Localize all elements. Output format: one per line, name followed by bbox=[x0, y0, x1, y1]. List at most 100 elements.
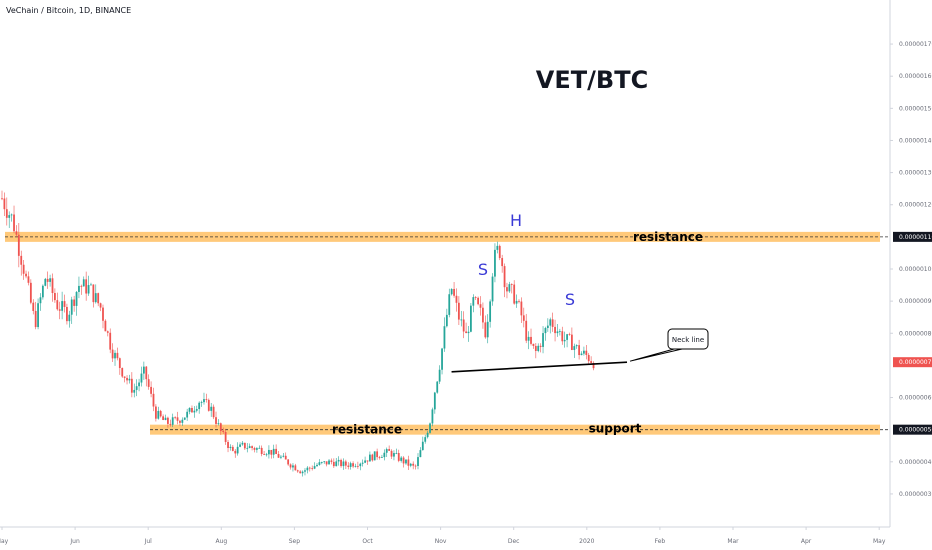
candle-down bbox=[294, 465, 297, 471]
candle-up bbox=[90, 284, 92, 286]
candle-down bbox=[85, 279, 88, 294]
time-tick-label: Apr bbox=[801, 538, 812, 545]
candle-down bbox=[299, 471, 302, 474]
time-tick-label: Feb bbox=[655, 538, 666, 545]
candle-up bbox=[393, 453, 395, 457]
candle-down bbox=[352, 463, 354, 467]
candle-down bbox=[568, 334, 571, 335]
candle-up bbox=[580, 353, 583, 356]
candle-down bbox=[159, 410, 162, 417]
candle-down bbox=[412, 463, 415, 466]
candle-up bbox=[575, 345, 578, 347]
candle-down bbox=[308, 467, 311, 469]
time-axis: May Jun Jul Aug Sep Oct Nov Dec 2020 Feb Mar Apr May bbox=[0, 526, 890, 545]
candle-down bbox=[32, 302, 35, 311]
candle-down bbox=[147, 379, 150, 387]
candle-up bbox=[460, 319, 463, 321]
candle-up bbox=[320, 462, 323, 463]
candle-up bbox=[210, 406, 213, 411]
candle-up bbox=[494, 249, 496, 277]
candle-down bbox=[145, 366, 148, 380]
candle-down bbox=[518, 300, 520, 302]
candle-up bbox=[426, 432, 429, 438]
candle-up bbox=[450, 288, 453, 295]
time-tick-label: Dec bbox=[508, 538, 520, 545]
candle-down bbox=[397, 452, 400, 461]
candle-up bbox=[164, 417, 167, 420]
candle-down bbox=[590, 361, 593, 363]
candle-down bbox=[513, 284, 516, 304]
candle-up bbox=[114, 352, 116, 359]
candle-down bbox=[332, 461, 335, 467]
candle-up bbox=[400, 457, 403, 461]
price-tick-label: 0.00000090 bbox=[899, 298, 932, 305]
candle-up bbox=[133, 389, 136, 393]
candle-down bbox=[169, 423, 172, 425]
candle-up bbox=[236, 446, 239, 454]
candle-up bbox=[429, 423, 431, 433]
candle-down bbox=[25, 273, 27, 277]
candle-down bbox=[27, 276, 30, 283]
candle-down bbox=[532, 343, 535, 346]
candle-down bbox=[277, 453, 280, 458]
time-tick-label: Jul bbox=[144, 538, 153, 545]
candle-up bbox=[41, 285, 44, 298]
candle-down bbox=[253, 447, 256, 450]
price-tick-label: 0.00000030 bbox=[899, 491, 932, 498]
candle-up bbox=[128, 378, 131, 381]
candle-up bbox=[491, 276, 494, 302]
chart-title: VET/BTC bbox=[536, 66, 648, 94]
candle-down bbox=[506, 287, 508, 292]
candle-down bbox=[116, 352, 119, 359]
candle-up bbox=[421, 441, 424, 451]
candle-down bbox=[80, 285, 83, 287]
neckline-callout-box bbox=[667, 328, 709, 350]
candle-up bbox=[354, 465, 357, 467]
candle-up bbox=[49, 278, 51, 282]
candle-down bbox=[167, 417, 169, 424]
candle-up bbox=[383, 452, 386, 458]
candle-down bbox=[58, 309, 61, 311]
candle-down bbox=[347, 465, 350, 467]
candle-up bbox=[306, 467, 309, 471]
price-tick-label: 0.00000050 bbox=[899, 427, 932, 434]
candle-down bbox=[215, 417, 217, 424]
candle-up bbox=[94, 293, 97, 303]
candle-down bbox=[539, 345, 542, 347]
candle-down bbox=[402, 457, 405, 464]
candle-down bbox=[366, 460, 369, 462]
candle-down bbox=[296, 470, 299, 472]
candle-down bbox=[126, 377, 128, 381]
candle-down bbox=[356, 465, 359, 467]
candle-up bbox=[68, 314, 71, 322]
candle-down bbox=[501, 258, 504, 267]
candle-up bbox=[193, 410, 196, 413]
symbol-title: VeChain / Bitcoin, 1D, BINANCE bbox=[6, 6, 132, 15]
candle-up bbox=[549, 319, 552, 326]
candle-up bbox=[448, 294, 451, 315]
candle-down bbox=[222, 430, 225, 432]
candle-up bbox=[556, 331, 559, 334]
candle-down bbox=[106, 331, 109, 333]
price-tick-label: 0.00000120 bbox=[899, 202, 932, 209]
candle-down bbox=[152, 393, 155, 407]
candle-up bbox=[369, 454, 371, 462]
candle-up bbox=[436, 381, 439, 393]
candle-up bbox=[239, 444, 241, 447]
candle-down bbox=[66, 306, 68, 322]
time-tick-label: Aug bbox=[215, 538, 227, 545]
candle-down bbox=[234, 450, 237, 454]
candle-up bbox=[349, 463, 352, 467]
candle-down bbox=[121, 367, 124, 377]
price-tick-label: 0.00000110 bbox=[899, 234, 932, 241]
candle-up bbox=[508, 284, 511, 292]
candle-down bbox=[578, 345, 581, 356]
candle-up bbox=[424, 437, 427, 442]
candle-up bbox=[405, 459, 407, 464]
candle-up bbox=[8, 215, 11, 218]
candle-down bbox=[484, 322, 487, 338]
candle-down bbox=[263, 454, 266, 455]
candle-up bbox=[542, 333, 544, 347]
candle-up bbox=[280, 456, 282, 458]
